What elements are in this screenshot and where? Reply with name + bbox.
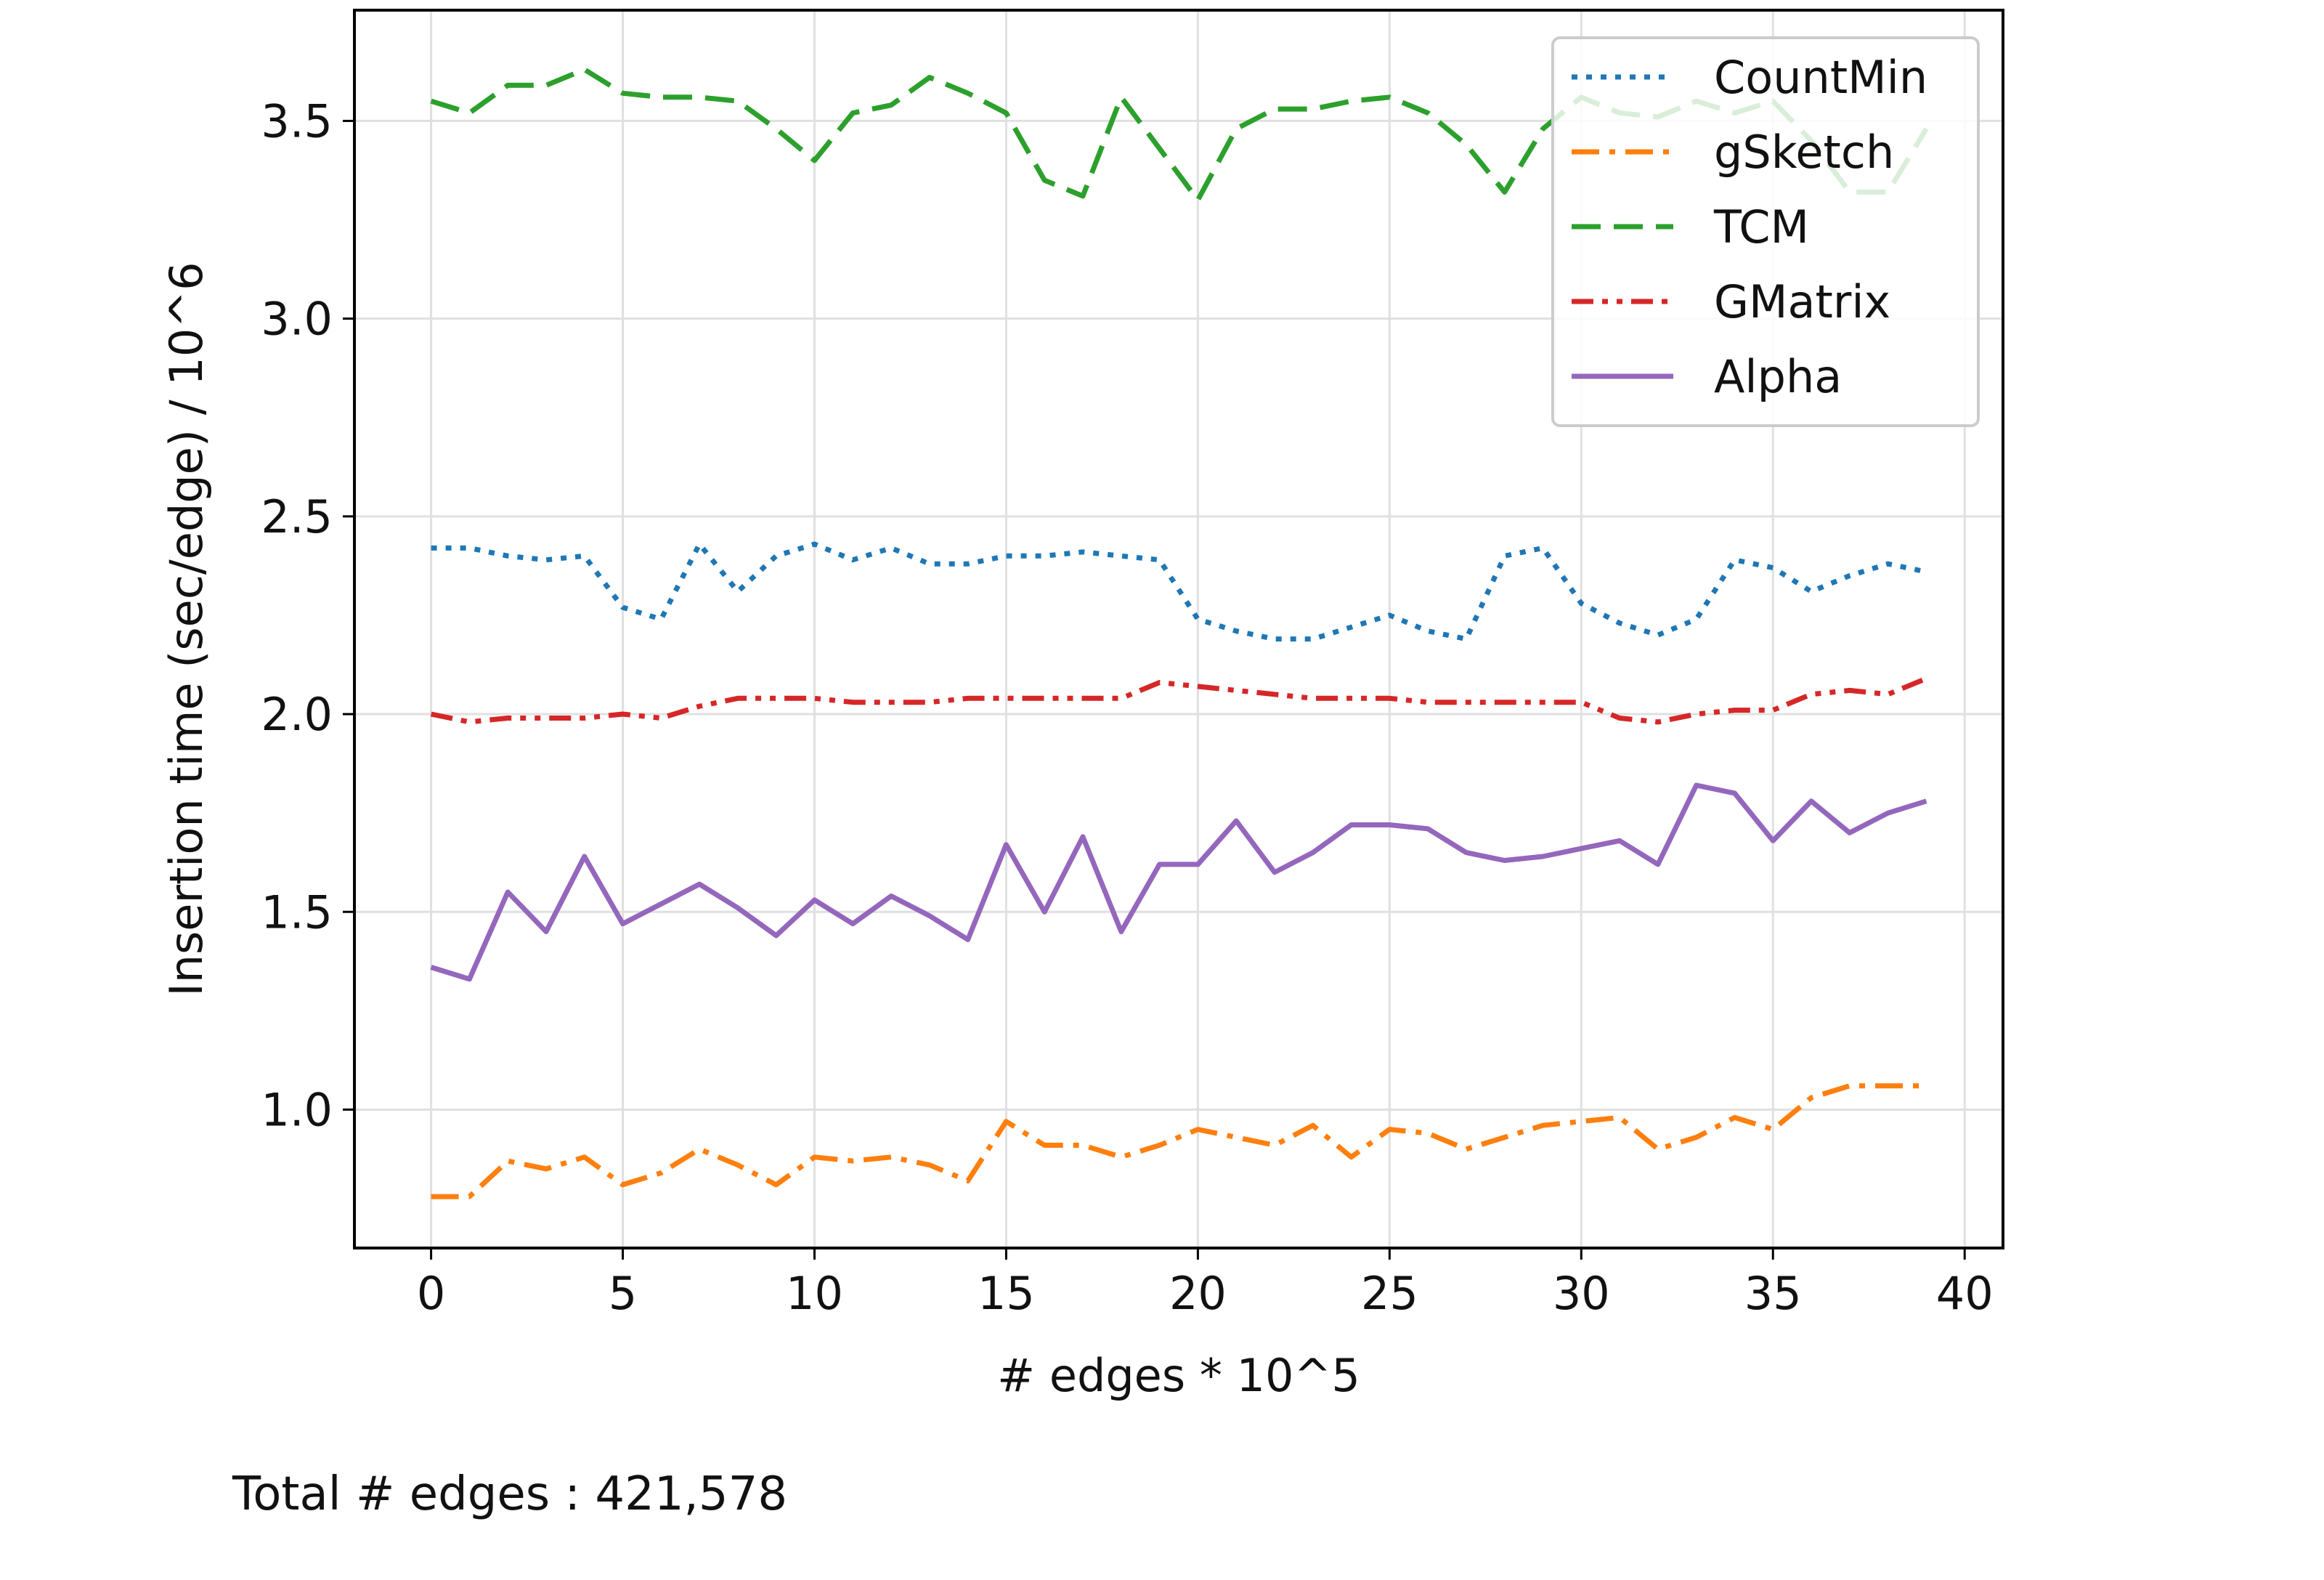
series-line-gmatrix [430,676,1927,725]
y-tick-label: 3.5 [261,94,333,147]
total-edges-note: Total # edges : 421,578 [232,1467,788,1521]
y-tick-label: 2.5 [261,490,333,543]
legend: CountMin gSketch TCM GMatrix Alpha [1551,36,1980,427]
x-axis-label: # edges * 10^5 [997,1349,1360,1402]
plot-frame [353,9,2004,1249]
x-tick-label: 0 [417,1267,445,1320]
y-tick-label: 1.5 [261,886,333,939]
y-tick-label: 1.0 [261,1083,333,1136]
x-tick-label: 40 [1936,1267,1994,1320]
y-tick-label: 2.0 [261,688,333,741]
series-line-alpha [430,782,1927,982]
x-tick-label: 35 [1744,1267,1802,1320]
x-tick-label: 15 [978,1267,1035,1320]
x-tick-label: 25 [1361,1267,1418,1320]
series-line-gsketch [431,1083,1927,1199]
legend-label-gsketch: gSketch [1714,126,1894,179]
legend-label-tcm: TCM [1713,200,1809,254]
x-tick-label: 10 [786,1267,843,1320]
series-line-countmin [431,541,1927,642]
legend-box [1551,36,1980,427]
y-tick-label: 3.0 [261,293,333,346]
x-tick-label: 5 [609,1267,637,1320]
legend-label-alpha: Alpha [1714,350,1842,403]
axis-ticks: 0 5 10 15 20 25 30 35 40 1.0 1.5 2.0 2.5 3.0 3.5 [261,94,1993,1320]
x-tick-label: 30 [1553,1267,1610,1320]
legend-label-gmatrix: GMatrix [1714,275,1890,328]
legend-items: CountMin gSketch TCM GMatrix Alpha [1572,51,1927,403]
y-axis-label: Insertion time (sec/edge) / 10^6 [160,262,213,996]
x-tick-label: 20 [1169,1267,1227,1320]
legend-label-countmin: CountMin [1714,51,1927,104]
